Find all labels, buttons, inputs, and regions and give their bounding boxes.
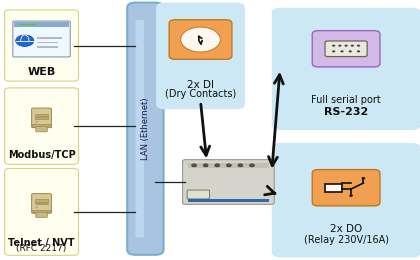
Bar [37, 37, 62, 39]
FancyBboxPatch shape [312, 31, 380, 67]
FancyBboxPatch shape [325, 41, 367, 57]
Circle shape [16, 35, 34, 47]
Text: (RFC 2217): (RFC 2217) [16, 244, 67, 252]
Circle shape [332, 50, 335, 53]
Text: Full serial port: Full serial port [311, 95, 381, 105]
FancyBboxPatch shape [13, 21, 70, 57]
FancyBboxPatch shape [14, 22, 68, 27]
Circle shape [215, 164, 220, 167]
FancyBboxPatch shape [36, 212, 47, 217]
Circle shape [238, 164, 243, 167]
Text: RS-232: RS-232 [324, 107, 368, 117]
FancyBboxPatch shape [5, 168, 79, 255]
FancyBboxPatch shape [5, 88, 79, 164]
Circle shape [340, 50, 344, 53]
Bar [187, 163, 269, 168]
Bar [32, 210, 51, 212]
FancyBboxPatch shape [156, 3, 245, 109]
Bar [35, 199, 48, 202]
Circle shape [192, 164, 197, 167]
FancyBboxPatch shape [36, 127, 47, 132]
Text: Modbus/TCP: Modbus/TCP [8, 150, 76, 160]
Circle shape [349, 50, 352, 53]
Bar [187, 199, 269, 202]
Text: (Relay 230V/16A): (Relay 230V/16A) [304, 235, 388, 245]
Text: Telnet / NVT: Telnet / NVT [8, 238, 75, 248]
Text: LAN (Ethernet): LAN (Ethernet) [141, 98, 150, 160]
Circle shape [249, 164, 255, 167]
Circle shape [338, 45, 341, 47]
FancyBboxPatch shape [32, 194, 51, 213]
FancyBboxPatch shape [169, 20, 232, 59]
FancyBboxPatch shape [272, 8, 420, 130]
Bar [37, 46, 58, 48]
FancyBboxPatch shape [127, 3, 163, 255]
Circle shape [349, 194, 353, 197]
Text: (Dry Contacts): (Dry Contacts) [165, 89, 236, 99]
FancyBboxPatch shape [136, 20, 144, 237]
Circle shape [203, 164, 208, 167]
Bar [18, 24, 37, 25]
Bar [326, 184, 342, 192]
Circle shape [362, 177, 365, 180]
Circle shape [357, 50, 360, 53]
FancyBboxPatch shape [5, 10, 79, 81]
Circle shape [35, 206, 38, 209]
Bar [35, 114, 48, 116]
Circle shape [357, 45, 360, 47]
Bar [32, 124, 51, 127]
FancyBboxPatch shape [183, 160, 274, 204]
FancyBboxPatch shape [272, 143, 420, 257]
Circle shape [226, 164, 231, 167]
FancyBboxPatch shape [187, 190, 210, 199]
Bar [35, 117, 48, 119]
Bar [35, 203, 48, 204]
FancyBboxPatch shape [32, 108, 51, 128]
Circle shape [35, 121, 38, 123]
Circle shape [351, 45, 354, 47]
Text: 2x DO: 2x DO [330, 224, 362, 234]
Text: 2x DI: 2x DI [187, 80, 214, 89]
FancyBboxPatch shape [312, 170, 380, 206]
Circle shape [181, 27, 220, 52]
Circle shape [344, 45, 348, 47]
Bar [37, 42, 58, 43]
Circle shape [332, 45, 335, 47]
Text: WEB: WEB [27, 67, 56, 77]
